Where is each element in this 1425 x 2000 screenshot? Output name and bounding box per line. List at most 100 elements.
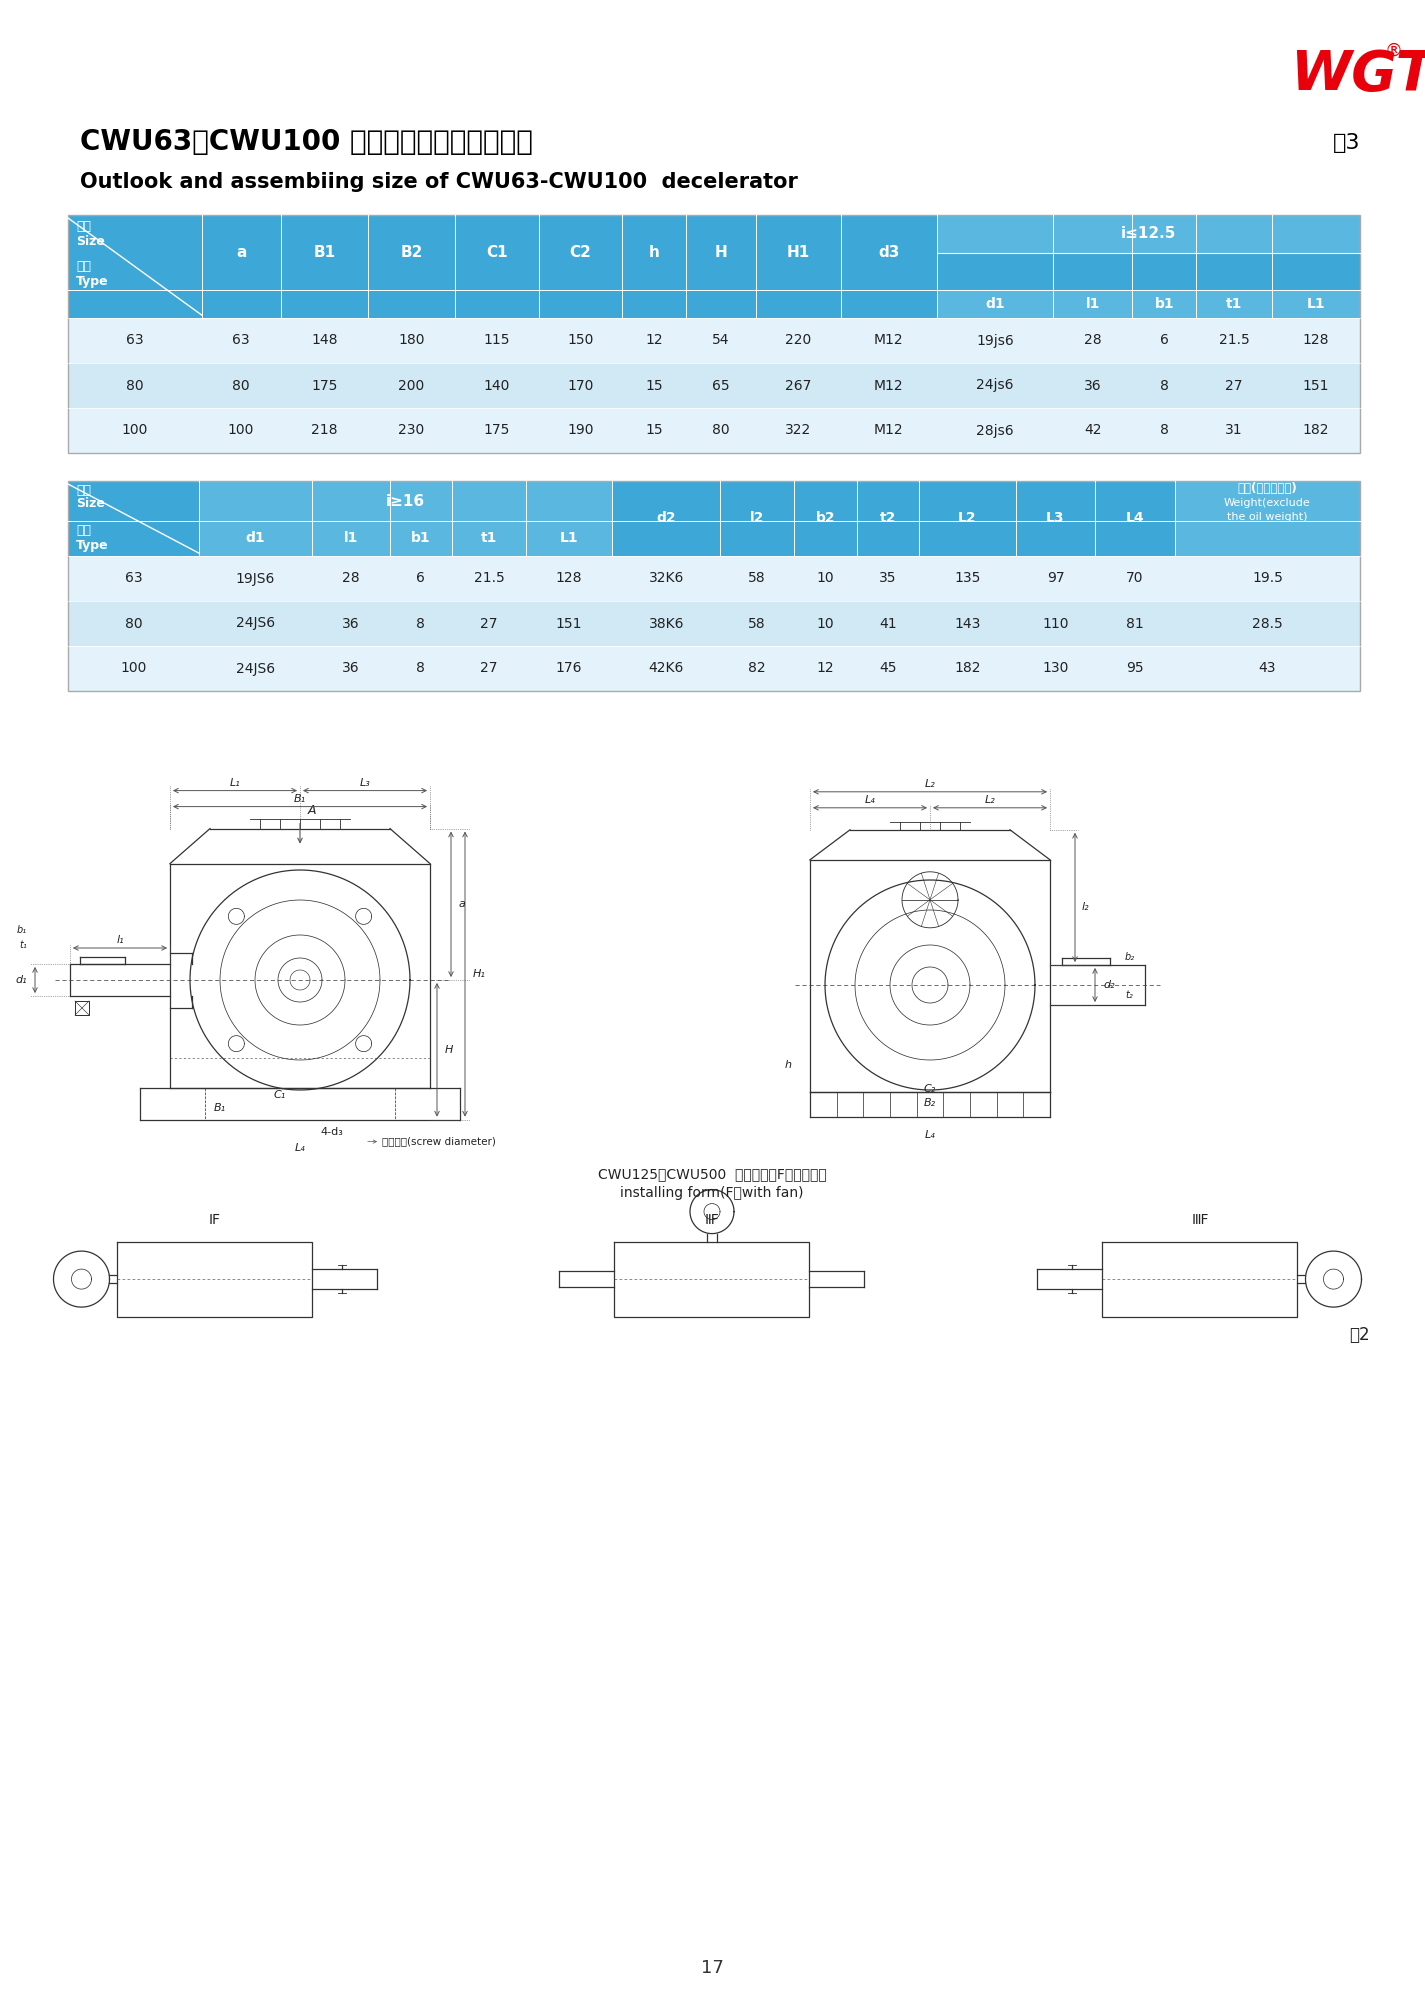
Bar: [1174, 480, 1359, 556]
Text: l1: l1: [1086, 296, 1100, 310]
Text: 176: 176: [556, 662, 583, 676]
Text: Outlook and assembiing size of CWU63-CWU100  decelerator: Outlook and assembiing size of CWU63-CWU…: [80, 172, 798, 192]
Text: i≥16: i≥16: [386, 494, 425, 508]
Text: 28: 28: [342, 572, 359, 586]
Text: L4: L4: [1126, 512, 1144, 526]
Text: d1: d1: [245, 532, 265, 546]
Text: i≤12.5: i≤12.5: [1121, 226, 1176, 242]
Text: 19js6: 19js6: [976, 334, 1015, 348]
Text: 128: 128: [556, 572, 583, 586]
Text: b1: b1: [1154, 296, 1174, 310]
Text: 230: 230: [398, 424, 425, 438]
Text: 24js6: 24js6: [976, 378, 1015, 392]
Text: 27: 27: [1226, 378, 1243, 392]
Text: L1: L1: [1307, 296, 1325, 310]
Text: l₁: l₁: [117, 936, 124, 946]
Text: 42: 42: [1084, 424, 1102, 438]
Text: 170: 170: [567, 378, 594, 392]
Bar: [198, 480, 613, 520]
Text: 110: 110: [1042, 616, 1069, 630]
Text: 140: 140: [483, 378, 510, 392]
Text: C1: C1: [486, 244, 507, 260]
Text: 81: 81: [1126, 616, 1144, 630]
Text: B1: B1: [314, 244, 335, 260]
Bar: [68, 646, 1359, 692]
Text: L₄: L₄: [925, 1130, 935, 1140]
Text: L₄: L₄: [865, 794, 875, 804]
Text: 322: 322: [785, 424, 811, 438]
Text: 182: 182: [955, 662, 980, 676]
Text: 28: 28: [1084, 334, 1102, 348]
Text: 4-d₃: 4-d₃: [321, 1126, 343, 1136]
Text: 19.5: 19.5: [1253, 572, 1282, 586]
Text: 100: 100: [228, 424, 254, 438]
Text: 28.5: 28.5: [1253, 616, 1282, 630]
Text: 150: 150: [567, 334, 594, 348]
Text: 19JS6: 19JS6: [235, 572, 275, 586]
Text: t₁: t₁: [20, 940, 27, 950]
Text: L₂: L₂: [925, 778, 935, 788]
Bar: [68, 556, 1359, 600]
Text: M12: M12: [874, 424, 903, 438]
Text: L1: L1: [560, 532, 579, 546]
Text: 63: 63: [125, 334, 144, 348]
Text: L₄: L₄: [295, 1142, 305, 1152]
Bar: [68, 480, 1359, 692]
Text: 27: 27: [480, 616, 497, 630]
Text: 36: 36: [342, 662, 359, 676]
Bar: [938, 214, 1359, 252]
Text: Size: Size: [76, 496, 105, 510]
Text: a: a: [459, 900, 466, 910]
Text: 10: 10: [817, 616, 834, 630]
Text: 175: 175: [483, 424, 510, 438]
Text: ⅡF: ⅡF: [704, 1212, 720, 1226]
Text: 17: 17: [701, 1960, 724, 1976]
Text: 80: 80: [124, 616, 142, 630]
Text: 148: 148: [311, 334, 338, 348]
Text: C2: C2: [570, 244, 591, 260]
Text: 220: 220: [785, 334, 811, 348]
Text: L₃: L₃: [359, 778, 371, 788]
Text: M12: M12: [874, 378, 903, 392]
Text: d1: d1: [985, 296, 1005, 310]
Text: b₂: b₂: [1124, 952, 1136, 962]
Text: 95: 95: [1126, 662, 1144, 676]
Text: 螺栓直径(screw diameter): 螺栓直径(screw diameter): [382, 1136, 496, 1146]
Text: t1: t1: [1226, 296, 1243, 310]
Text: ⅢF: ⅢF: [1191, 1212, 1208, 1226]
Text: Type: Type: [76, 538, 108, 552]
Text: 135: 135: [955, 572, 980, 586]
Text: B₁: B₁: [214, 1102, 227, 1112]
Bar: [198, 520, 613, 556]
Text: 表3: 表3: [1332, 132, 1359, 154]
Text: C₂: C₂: [923, 1084, 936, 1094]
Text: 38K6: 38K6: [648, 616, 684, 630]
Text: 65: 65: [712, 378, 730, 392]
Text: 63: 63: [232, 334, 249, 348]
Text: 图2: 图2: [1349, 1326, 1369, 1344]
Text: 267: 267: [785, 378, 811, 392]
Text: CWU125～CWU500  装配型式（F－带风扇）: CWU125～CWU500 装配型式（F－带风扇）: [597, 1168, 826, 1182]
Text: 6: 6: [416, 572, 425, 586]
Text: 15: 15: [646, 424, 663, 438]
Text: 尺寸: 尺寸: [76, 220, 91, 232]
Text: 63: 63: [124, 572, 142, 586]
Text: B2: B2: [400, 244, 423, 260]
Text: Size: Size: [76, 234, 105, 248]
Text: 15: 15: [646, 378, 663, 392]
Text: 21.5: 21.5: [1218, 334, 1250, 348]
Text: 58: 58: [748, 572, 767, 586]
Text: ⅠF: ⅠF: [209, 1212, 221, 1226]
Bar: [68, 318, 1359, 364]
Text: l2: l2: [750, 512, 764, 526]
Text: 10: 10: [817, 572, 834, 586]
Text: 175: 175: [311, 378, 338, 392]
Text: ®: ®: [1385, 42, 1404, 60]
Text: b₁: b₁: [17, 924, 27, 936]
Text: 80: 80: [125, 378, 144, 392]
Text: B₁: B₁: [294, 794, 306, 804]
Text: Weight(exclude: Weight(exclude: [1224, 498, 1311, 508]
Text: 143: 143: [955, 616, 980, 630]
Bar: [68, 600, 1359, 646]
Text: C₁: C₁: [274, 1090, 286, 1100]
